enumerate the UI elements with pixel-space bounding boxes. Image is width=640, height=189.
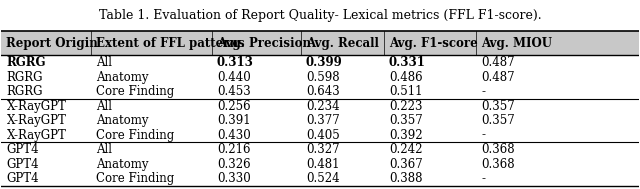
Text: 0.486: 0.486 (389, 71, 422, 84)
Text: 0.524: 0.524 (306, 172, 340, 185)
Text: 0.487: 0.487 (481, 71, 515, 84)
Text: Table 1. Evaluation of Report Quality- Lexical metrics (FFL F1-score).: Table 1. Evaluation of Report Quality- L… (99, 9, 541, 22)
Text: 0.327: 0.327 (306, 143, 340, 156)
Text: 0.313: 0.313 (217, 56, 253, 69)
Text: 0.391: 0.391 (217, 114, 250, 127)
Text: 0.223: 0.223 (389, 100, 422, 113)
Text: 0.440: 0.440 (217, 71, 250, 84)
Text: 0.388: 0.388 (389, 172, 422, 185)
Text: 0.487: 0.487 (481, 56, 515, 69)
Text: Avg. F1-score: Avg. F1-score (389, 37, 477, 50)
Text: RGRG: RGRG (6, 56, 46, 69)
Text: 0.368: 0.368 (481, 143, 515, 156)
Text: Avg. Precision: Avg. Precision (217, 37, 311, 50)
Text: -: - (481, 172, 485, 185)
Text: Core Finding: Core Finding (96, 129, 174, 142)
Text: X-RayGPT: X-RayGPT (6, 129, 67, 142)
Text: 0.430: 0.430 (217, 129, 250, 142)
Text: Core Finding: Core Finding (96, 85, 174, 98)
Text: 0.326: 0.326 (217, 157, 250, 170)
Bar (1, 84, 639, 99)
Text: GPT4: GPT4 (6, 143, 39, 156)
Bar (1, 70, 639, 84)
Text: Avg. Recall: Avg. Recall (306, 37, 379, 50)
Text: Core Finding: Core Finding (96, 172, 174, 185)
Bar (1, 99, 639, 113)
Text: 0.643: 0.643 (306, 85, 340, 98)
Text: 0.481: 0.481 (306, 157, 339, 170)
Text: 0.392: 0.392 (389, 129, 422, 142)
Text: 0.256: 0.256 (217, 100, 250, 113)
Text: 0.357: 0.357 (481, 100, 515, 113)
Text: Anatomy: Anatomy (96, 71, 148, 84)
Text: 0.216: 0.216 (217, 143, 250, 156)
Text: 0.598: 0.598 (306, 71, 340, 84)
Text: 0.368: 0.368 (481, 157, 515, 170)
Text: 0.377: 0.377 (306, 114, 340, 127)
Text: -: - (481, 85, 485, 98)
Bar (1, 31, 639, 55)
Text: 0.330: 0.330 (217, 172, 250, 185)
Text: RGRG: RGRG (6, 71, 43, 84)
Text: 0.399: 0.399 (306, 56, 343, 69)
Text: 0.357: 0.357 (389, 114, 422, 127)
Text: All: All (96, 143, 112, 156)
Text: Anatomy: Anatomy (96, 114, 148, 127)
Text: All: All (96, 100, 112, 113)
Bar (1, 128, 639, 142)
Text: 0.511: 0.511 (389, 85, 422, 98)
Text: 0.234: 0.234 (306, 100, 340, 113)
Text: 0.453: 0.453 (217, 85, 250, 98)
Bar (1, 171, 639, 186)
Bar (1, 142, 639, 157)
Text: GPT4: GPT4 (6, 172, 39, 185)
Text: X-RayGPT: X-RayGPT (6, 100, 67, 113)
Text: Avg. MIOU: Avg. MIOU (481, 37, 552, 50)
Text: RGRG: RGRG (6, 85, 43, 98)
Text: Report Origin: Report Origin (6, 37, 98, 50)
Text: 0.242: 0.242 (389, 143, 422, 156)
Text: -: - (481, 129, 485, 142)
Bar (1, 113, 639, 128)
Text: All: All (96, 56, 112, 69)
Text: 0.367: 0.367 (389, 157, 422, 170)
Text: Extent of FFL patterns: Extent of FFL patterns (96, 37, 244, 50)
Text: Anatomy: Anatomy (96, 157, 148, 170)
Text: 0.357: 0.357 (481, 114, 515, 127)
Text: 0.405: 0.405 (306, 129, 340, 142)
Text: X-RayGPT: X-RayGPT (6, 114, 67, 127)
Bar (1, 55, 639, 70)
Text: GPT4: GPT4 (6, 157, 39, 170)
Bar (1, 157, 639, 171)
Text: 0.331: 0.331 (389, 56, 426, 69)
